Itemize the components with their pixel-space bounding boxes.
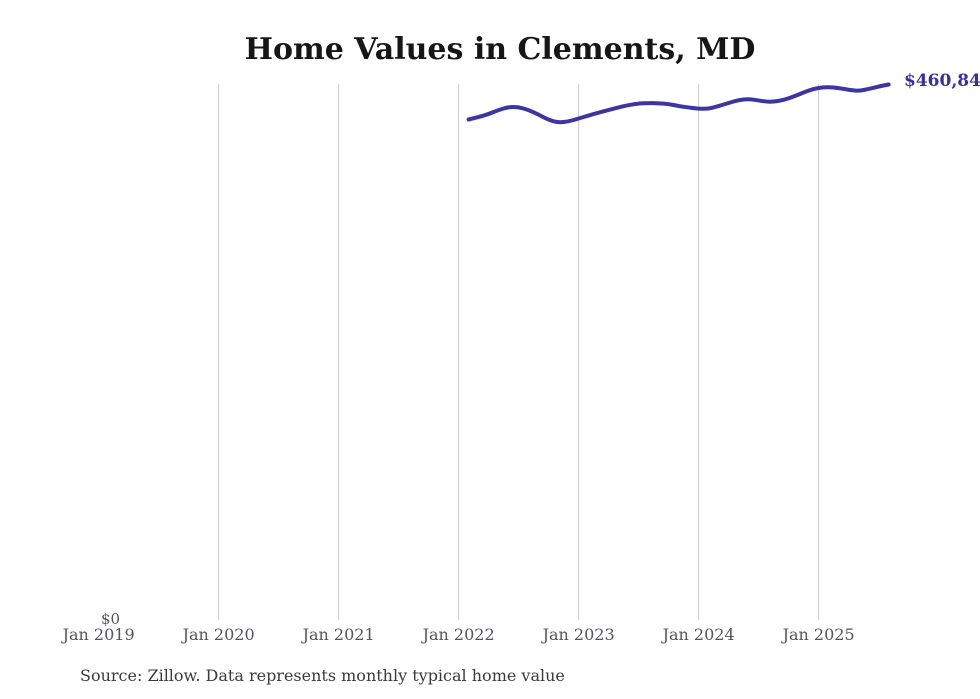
- source-note: Source: Zillow. Data represents monthly …: [80, 666, 565, 685]
- x-tick-label: Jan 2020: [182, 625, 255, 644]
- chart-title: Home Values in Clements, MD: [244, 32, 756, 67]
- x-tick-label: Jan 2024: [662, 625, 735, 644]
- home-value-line: [466, 82, 891, 125]
- x-tick-label: Jan 2021: [302, 625, 375, 644]
- x-tick-label: Jan 2022: [422, 625, 495, 644]
- x-tick-label: Jan 2023: [542, 625, 615, 644]
- y-axis-zero-label: $0: [101, 610, 121, 628]
- x-tick-label: Jan 2019: [62, 625, 135, 644]
- x-tick-label: Jan 2025: [782, 625, 855, 644]
- latest-value-label: $460,849: [904, 71, 980, 91]
